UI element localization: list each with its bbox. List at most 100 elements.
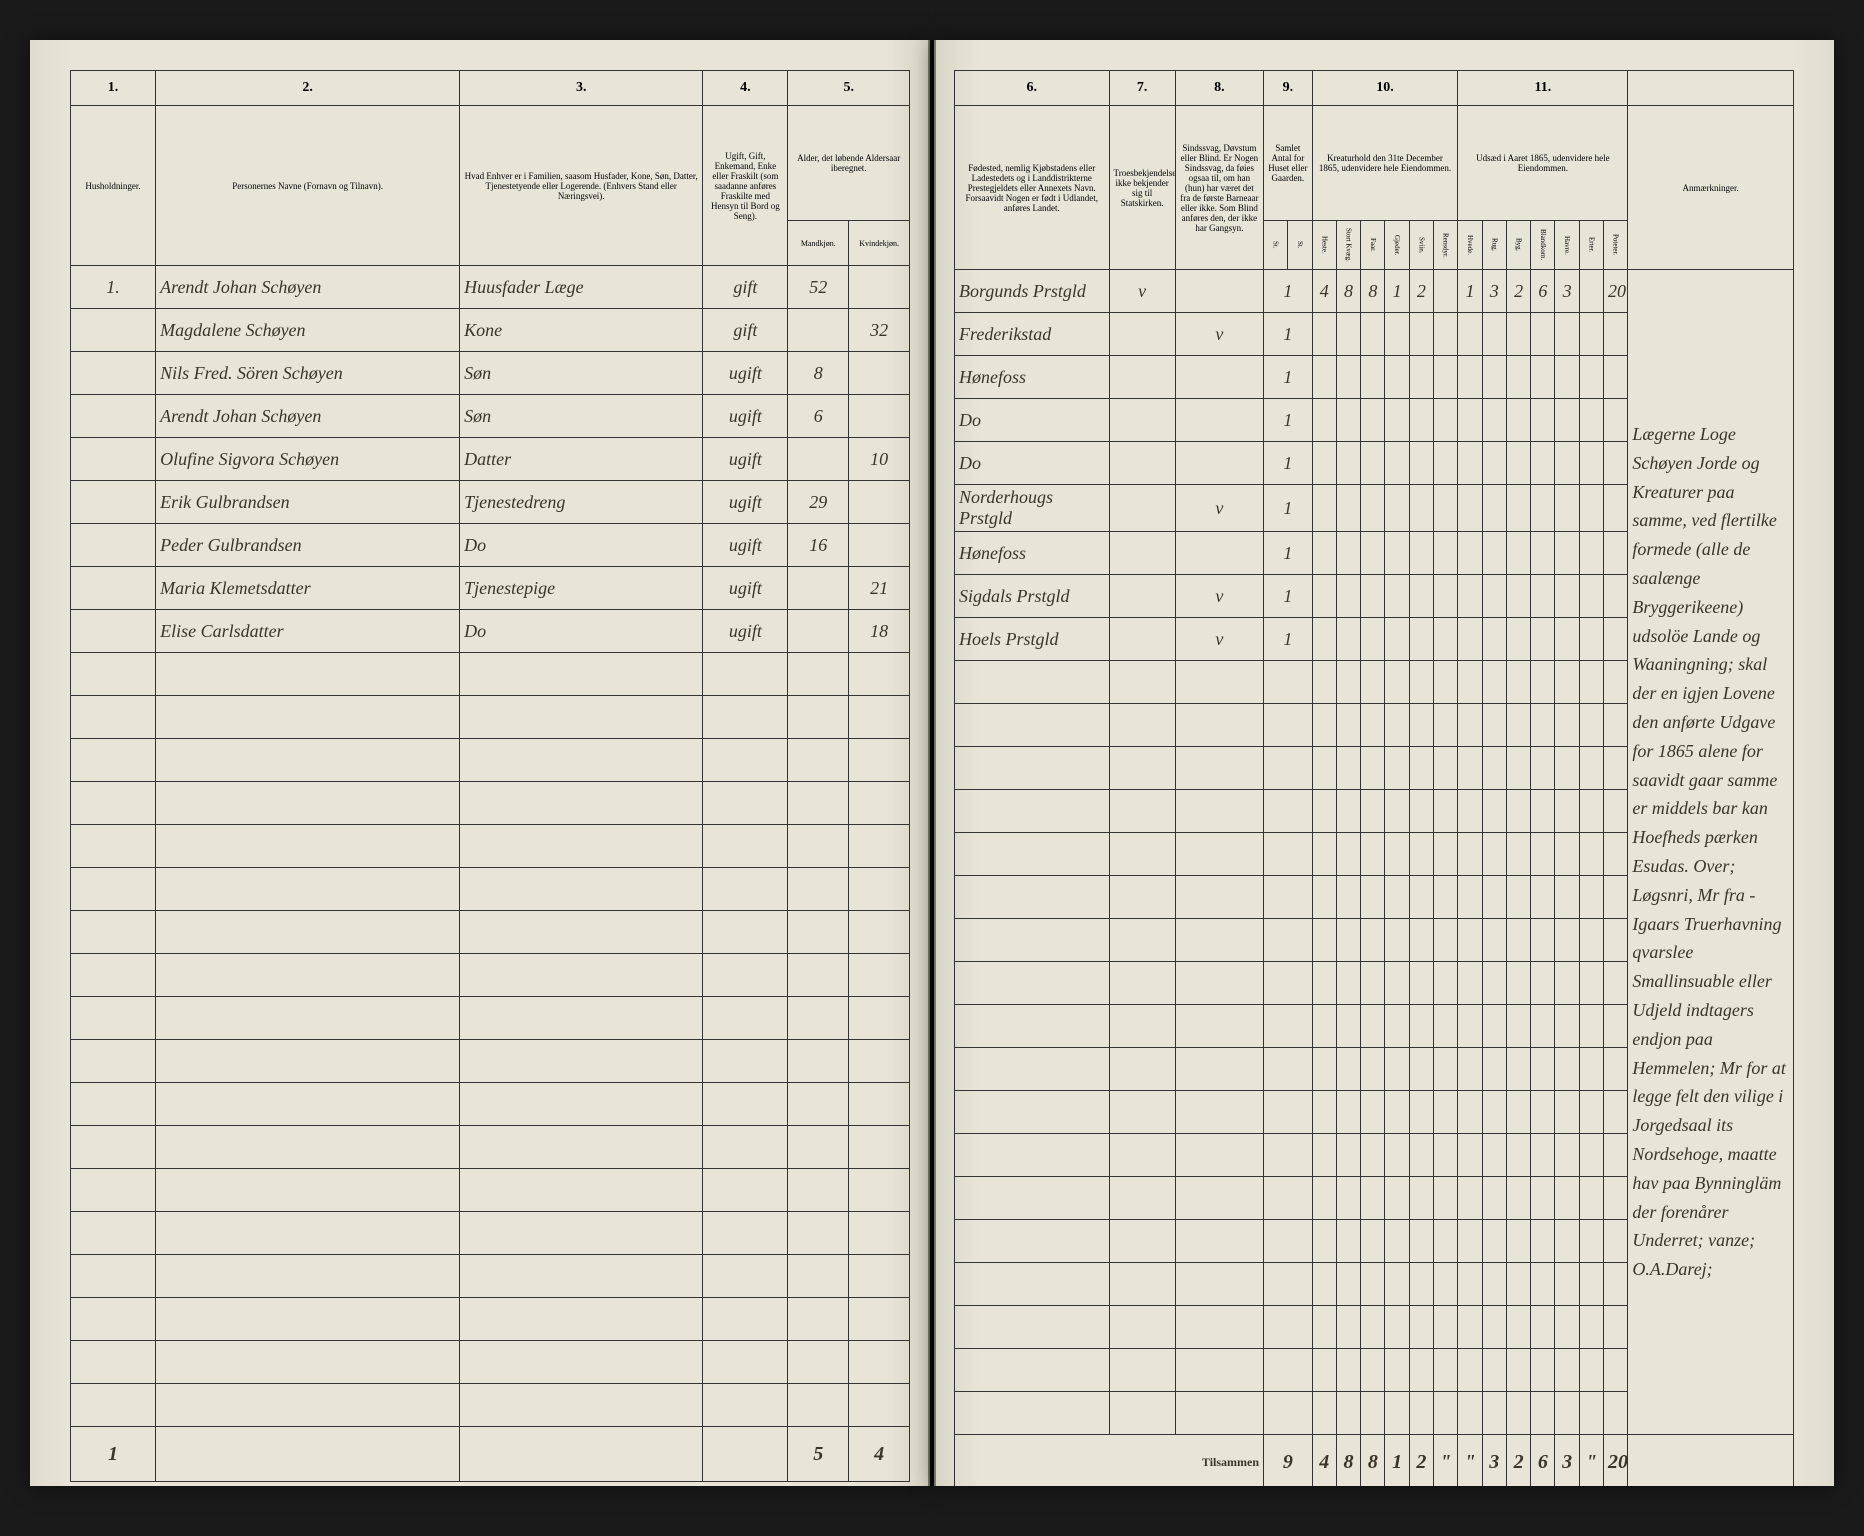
t-ru: 3	[1482, 1435, 1506, 1487]
cell-r	[1434, 270, 1458, 313]
total-female: 4	[849, 1427, 910, 1482]
cell-g	[1385, 532, 1409, 575]
cell-ha: 3	[1555, 270, 1579, 313]
cell-by: 2	[1506, 270, 1530, 313]
t-hv: "	[1458, 1435, 1482, 1487]
cell-cond	[1175, 356, 1263, 399]
empty-row	[71, 954, 910, 997]
header-remarks: Anmærkninger.	[1628, 106, 1794, 270]
cell-house: 1	[1264, 399, 1313, 442]
cell-hv	[1458, 313, 1482, 356]
cell-house: 1	[1264, 575, 1313, 618]
cell-po	[1604, 532, 1628, 575]
cell-hv	[1458, 618, 1482, 661]
cell-by	[1506, 575, 1530, 618]
header-row: Husholdninger. Personernes Navne (Fornav…	[71, 106, 910, 221]
cell-po: 20	[1604, 270, 1628, 313]
cell-name: Erik Gulbrandsen	[156, 481, 460, 524]
cell-rel	[1109, 399, 1175, 442]
right-table-body: Borgunds Prstgld v 1 4 8 8 1 2 1 3 2 6 3…	[955, 270, 1794, 1435]
t-h: 4	[1312, 1435, 1336, 1487]
empty-row	[71, 1083, 910, 1126]
t-po: 20	[1604, 1435, 1628, 1487]
total-blank-2	[460, 1427, 703, 1482]
left-table: 1. 2. 3. 4. 5. Husholdninger. Personerne…	[70, 70, 910, 1482]
cell-r	[1434, 442, 1458, 485]
cell-household	[71, 567, 156, 610]
cell-k	[1336, 313, 1360, 356]
cell-age-m	[788, 567, 849, 610]
cell-r	[1434, 356, 1458, 399]
cell-cond: v	[1175, 618, 1263, 661]
cell-household	[71, 481, 156, 524]
sub-h2: St.	[1288, 221, 1312, 270]
sub-erter: Erter.	[1579, 221, 1603, 270]
left-page: 1. 2. 3. 4. 5. Husholdninger. Personerne…	[30, 40, 930, 1486]
cell-status: ugift	[703, 481, 788, 524]
sub-heste: Heste.	[1312, 221, 1336, 270]
empty-row	[71, 653, 910, 696]
cell-household	[71, 309, 156, 352]
cell-age-m: 29	[788, 481, 849, 524]
empty-row	[71, 1040, 910, 1083]
cell-er	[1579, 313, 1603, 356]
cell-hv: 1	[1458, 270, 1482, 313]
empty-row	[71, 1298, 910, 1341]
cell-g	[1385, 575, 1409, 618]
cell-k	[1336, 618, 1360, 661]
cell-po	[1604, 313, 1628, 356]
cell-age-m: 16	[788, 524, 849, 567]
cell-h	[1312, 442, 1336, 485]
sub-h1: St.	[1264, 221, 1288, 270]
cell-role: Tjenestepige	[460, 567, 703, 610]
cell-status: ugift	[703, 352, 788, 395]
cell-house: 1	[1264, 485, 1313, 532]
cell-ru	[1482, 618, 1506, 661]
cell-name: Olufine Sigvora Schøyen	[156, 438, 460, 481]
cell-f	[1361, 442, 1385, 485]
cell-er	[1579, 270, 1603, 313]
column-number-row: 1. 2. 3. 4. 5.	[71, 71, 910, 106]
cell-ru	[1482, 532, 1506, 575]
cell-bl	[1531, 313, 1555, 356]
sub-sviin: Sviin.	[1409, 221, 1433, 270]
cell-age-m	[788, 610, 849, 653]
remarks-cell: Lægerne Loge Schøyen Jorde og Kreaturer …	[1628, 270, 1794, 1435]
col-num-5: 5.	[788, 71, 910, 106]
cell-bl	[1531, 442, 1555, 485]
cell-k: 8	[1336, 270, 1360, 313]
right-page: 6. 7. 8. 9. 10. 11. Fødested, nemlig Kjø…	[934, 40, 1834, 1486]
cell-role: Do	[460, 524, 703, 567]
cell-household: 1.	[71, 266, 156, 309]
sub-poteter: Poteter.	[1604, 221, 1628, 270]
table-row: Olufine Sigvora Schøyen Datter ugift 10	[71, 438, 910, 481]
cell-f	[1361, 618, 1385, 661]
cell-by	[1506, 356, 1530, 399]
col-num-3: 3.	[460, 71, 703, 106]
cell-k	[1336, 442, 1360, 485]
cell-h	[1312, 485, 1336, 532]
empty-row	[71, 997, 910, 1040]
cell-bl	[1531, 618, 1555, 661]
cell-bl	[1531, 356, 1555, 399]
cell-ru	[1482, 399, 1506, 442]
cell-ha	[1555, 532, 1579, 575]
cell-age-f	[849, 395, 910, 438]
cell-rel	[1109, 356, 1175, 399]
empty-row	[71, 1126, 910, 1169]
cell-k	[1336, 399, 1360, 442]
cell-rel	[1109, 485, 1175, 532]
cell-house: 1	[1264, 532, 1313, 575]
cell-s	[1409, 485, 1433, 532]
cell-ha	[1555, 313, 1579, 356]
header-row-r: Fødested, nemlig Kjøbstadens eller Lades…	[955, 106, 1794, 221]
cell-er	[1579, 575, 1603, 618]
sub-rug: Rug.	[1482, 221, 1506, 270]
header-household: Husholdninger.	[71, 106, 156, 266]
cell-s: 2	[1409, 270, 1433, 313]
cell-g	[1385, 356, 1409, 399]
cell-g	[1385, 313, 1409, 356]
left-totals-row: 1 5 4	[71, 1427, 910, 1482]
cell-h	[1312, 618, 1336, 661]
cell-role: Do	[460, 610, 703, 653]
